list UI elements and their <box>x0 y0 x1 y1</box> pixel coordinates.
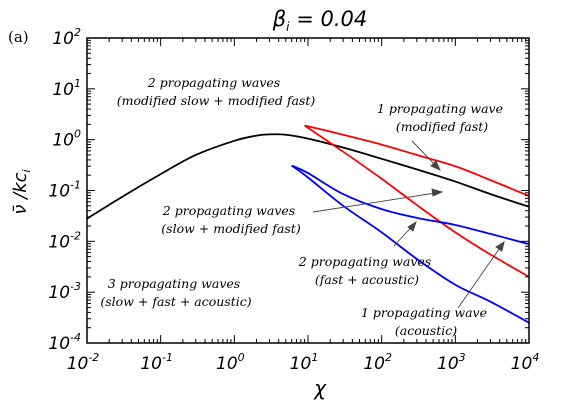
tick-exponent: -1 <box>162 351 173 364</box>
chart-title: βi = 0.04 <box>272 7 367 34</box>
annotation-modified-fast: 1 propagating wave (modified fast) <box>377 101 507 134</box>
tick-base: 10 <box>290 354 312 374</box>
panel-label: (a) <box>8 28 29 46</box>
tick-base: 10 <box>511 354 533 374</box>
y-tick-label: 10-1 <box>48 179 81 202</box>
series-line <box>86 133 530 220</box>
annotation-line: 2 propagating waves <box>147 75 280 90</box>
tick-exponent: 2 <box>74 26 81 39</box>
x-tick-label: 10-2 <box>67 351 100 374</box>
tick-exponent: 0 <box>238 351 245 364</box>
annotations-layer: 2 propagating waves (modified slow + mod… <box>100 75 507 338</box>
annotation-line: 1 propagating wave <box>377 101 503 116</box>
tick-exponent: 3 <box>459 351 466 364</box>
annotation-modified-slow-fast: 2 propagating waves (modified slow + mod… <box>117 75 316 108</box>
tick-exponent: 4 <box>532 351 539 364</box>
arrows-layer <box>312 140 505 309</box>
tick-base: 10 <box>140 354 162 374</box>
tick-base: 10 <box>363 354 385 374</box>
x-tick-label: 101 <box>290 351 319 374</box>
tick-base: 10 <box>52 131 74 151</box>
y-axis-label-sub: i <box>20 169 33 172</box>
tick-exponent: -3 <box>70 280 81 293</box>
annotation-slow-fast-acoustic: 3 propagating waves (slow + fast + acous… <box>100 276 251 309</box>
annotation-line: 3 propagating waves <box>108 276 240 291</box>
tick-base: 10 <box>48 283 70 303</box>
annotation-line: (modified fast) <box>396 119 488 134</box>
annotation-line: (modified slow + modified fast) <box>117 93 316 108</box>
tick-base: 10 <box>216 354 238 374</box>
x-tick-label: 100 <box>216 351 245 374</box>
tick-base: 10 <box>48 182 70 202</box>
annotation-line: 2 propagating waves <box>298 254 431 269</box>
y-tick-label: 10-3 <box>48 280 81 303</box>
annotation-fast-acoustic: 2 propagating waves (fast + acoustic) <box>298 254 435 287</box>
tick-base: 10 <box>48 334 70 354</box>
tick-exponent: -2 <box>88 351 99 364</box>
title-sub: i <box>286 20 290 34</box>
annotation-line: 2 propagating waves <box>162 203 295 218</box>
arrow-acoustic <box>457 241 505 309</box>
x-tick-label: 10-1 <box>140 351 173 374</box>
y-axis-label: ν̄ /kci <box>10 169 33 214</box>
arrow-modified-fast <box>411 140 441 171</box>
arrow-slow-modified-fast <box>312 188 444 213</box>
tick-base: 10 <box>52 80 74 100</box>
y-tick-label: 101 <box>52 77 81 100</box>
tick-exponent: -2 <box>70 229 81 242</box>
annotation-slow-modified-fast: 2 propagating waves (slow + modified fas… <box>161 203 301 236</box>
tick-base: 10 <box>48 232 70 252</box>
tick-exponent: -1 <box>70 179 81 192</box>
tick-exponent: 1 <box>311 351 318 364</box>
title-rest: = 0.04 <box>290 7 368 31</box>
annotation-line: (slow + fast + acoustic) <box>100 294 251 309</box>
tick-base: 10 <box>67 354 89 374</box>
tick-base: 10 <box>437 354 459 374</box>
y-tick-label: 10-2 <box>48 229 81 252</box>
arrow-fast-acoustic <box>393 220 417 247</box>
tick-exponent: 0 <box>74 128 81 141</box>
y-tick-label: 10-4 <box>48 331 81 354</box>
y-tick-label: 102 <box>52 26 81 49</box>
annotation-line: 1 propagating wave <box>361 305 487 320</box>
tick-base: 10 <box>52 29 74 49</box>
series-line <box>304 124 530 197</box>
x-tick-label: 104 <box>511 351 540 374</box>
y-tick-label: 100 <box>52 128 81 151</box>
title-main: β <box>272 7 286 31</box>
series-line <box>291 164 530 324</box>
plot-area: 10-2 10-1 100 101 102 103 10410-410-310-210-11… <box>48 26 539 374</box>
annotation-line: (slow + modified fast) <box>161 221 301 236</box>
y-axis-label-main: ν̄ /kc <box>10 172 31 214</box>
tick-exponent: 2 <box>385 351 392 364</box>
tick-exponent: 1 <box>74 77 81 90</box>
annotation-line: (fast + acoustic) <box>315 272 419 287</box>
x-tick-label: 103 <box>437 351 466 374</box>
series-line <box>291 164 530 246</box>
annotation-line: (acoustic) <box>395 323 457 338</box>
tick-exponent: -4 <box>70 331 81 344</box>
annotation-acoustic: 1 propagating wave (acoustic) <box>361 305 491 338</box>
series-layer <box>86 124 530 324</box>
x-axis-label: χ <box>313 376 327 400</box>
series-line <box>304 124 530 278</box>
ticks-layer: 10-2 10-1 100 101 102 103 10410-410-310-210-11… <box>48 26 539 374</box>
x-tick-label: 102 <box>363 351 392 374</box>
